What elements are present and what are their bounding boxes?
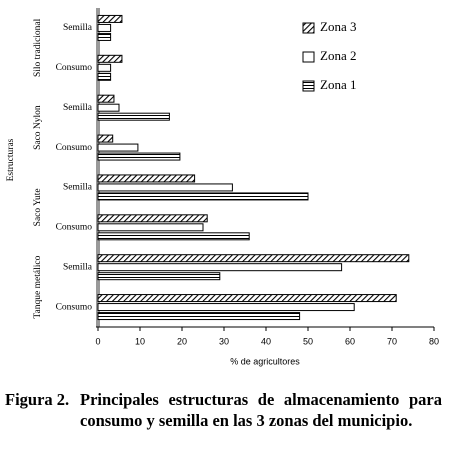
bar <box>97 72 112 81</box>
bar <box>97 174 196 183</box>
category-label: Semilla <box>63 103 93 113</box>
x-tick-label: 70 <box>387 336 397 346</box>
group-label: Silo tradicional <box>33 18 43 77</box>
bar <box>97 223 204 232</box>
x-tick-label: 80 <box>429 336 439 346</box>
x-tick-label: 40 <box>261 336 271 346</box>
group-label: Tanque metálico <box>33 255 43 318</box>
bar <box>97 183 233 192</box>
category-label: Semilla <box>63 23 93 33</box>
x-tick-label: 30 <box>219 336 229 346</box>
category-label: Consumo <box>56 143 93 153</box>
x-tick-label: 10 <box>135 336 145 346</box>
bar <box>97 192 309 201</box>
bar <box>97 23 112 32</box>
legend-label: Zona 2 <box>320 48 356 63</box>
x-tick-label: 60 <box>345 336 355 346</box>
chart: % de agricultores Estructuras 0 10 20 30 40 5… <box>6 8 439 366</box>
bar <box>97 214 208 223</box>
caption-text: Principales estructuras de almacenamient… <box>80 390 442 430</box>
bar <box>97 272 221 281</box>
legend-swatch <box>302 51 315 63</box>
legend-swatch <box>302 80 315 92</box>
x-axis-label: % de agricultores <box>230 356 300 366</box>
x-tick-label: 20 <box>177 336 187 346</box>
bar <box>97 63 112 72</box>
category-label: Consumo <box>56 223 93 233</box>
bar <box>97 232 250 241</box>
category-label: Semilla <box>63 183 93 193</box>
bar <box>97 54 123 63</box>
bar <box>97 152 181 161</box>
x-tick-label: 50 <box>303 336 313 346</box>
bar <box>97 32 112 41</box>
category-label: Semilla <box>63 262 93 272</box>
bar <box>97 263 343 272</box>
bar <box>97 312 301 321</box>
axis-band <box>96 8 100 327</box>
caption-label: Figura 2. <box>5 390 70 409</box>
bar <box>97 294 397 303</box>
y-axis-label: Estructuras <box>6 138 16 181</box>
category-label: Consumo <box>56 63 93 73</box>
bar <box>97 143 139 152</box>
legend-label: Zona 3 <box>320 19 356 34</box>
category-label: Consumo <box>56 302 93 312</box>
bar <box>97 94 115 103</box>
legend-swatch <box>302 22 315 34</box>
legend-label: Zona 1 <box>320 77 356 92</box>
bar <box>97 134 114 143</box>
group-label: Saco Yute <box>33 188 43 226</box>
bar <box>97 112 170 121</box>
group-label: Saco Nylon <box>33 105 43 150</box>
bar <box>97 303 355 312</box>
x-tick-label: 0 <box>95 336 100 346</box>
bar <box>97 254 410 263</box>
bar <box>97 14 123 23</box>
bar <box>97 103 120 112</box>
